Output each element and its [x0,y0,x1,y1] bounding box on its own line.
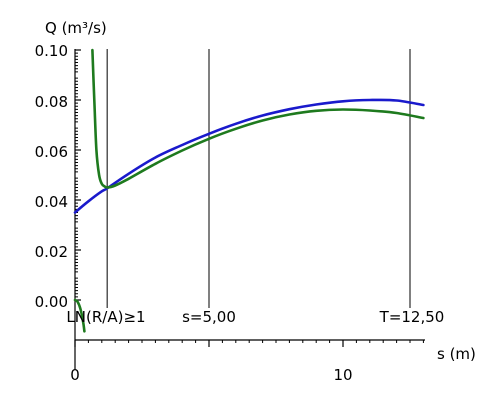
series-group [73,48,425,333]
marker-label: T=12,50 [379,308,445,326]
x-tick-label: 0 [70,366,80,384]
y-tick-label: 0.00 [35,293,68,311]
y-axis-title: Q (m³/s) [45,19,107,37]
marker-label: LN(R/A)≥1 [66,308,145,326]
x-axis-title: s (m) [437,345,476,363]
marker-label: s=5,00 [182,308,236,326]
minor-ticks [75,52,424,343]
series-line-1 [73,98,425,214]
y-tick-label: 0.04 [35,193,68,211]
series-line-2 [91,48,425,189]
y-tick-label: 0.10 [35,42,68,60]
labels-group: Q (m³/s) s (m) 0.10 0.08 0.06 0.04 0.02 … [35,19,476,384]
y-tick-label: 0.02 [35,243,68,261]
y-tick-label: 0.06 [35,143,68,161]
y-tick-label: 0.08 [35,93,68,111]
vertical-markers [106,49,411,308]
series-line-3 [73,298,86,333]
x-tick-label: 10 [333,366,352,384]
